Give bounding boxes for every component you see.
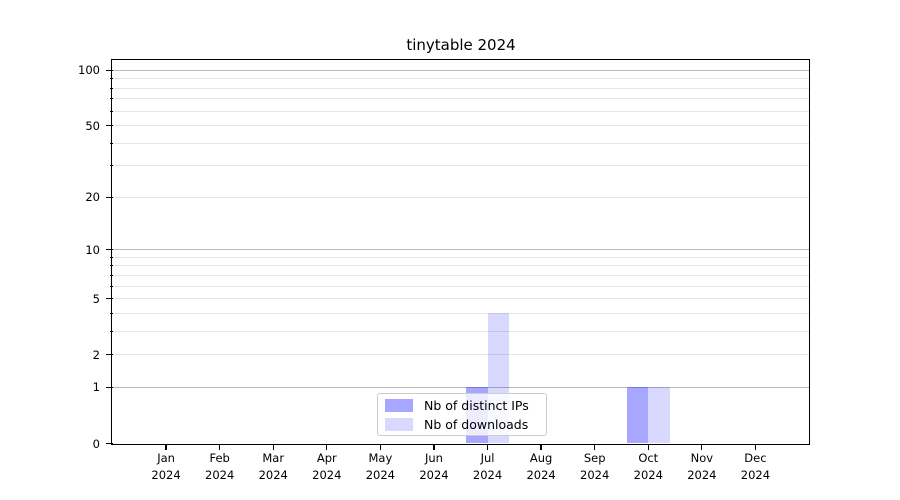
- y-tick-label-20: 20: [85, 190, 100, 205]
- x-tick-label-month-jan: Jan: [157, 451, 175, 465]
- legend-entry-downloads: Nb of downloads: [385, 417, 538, 432]
- x-tick-label-year-apr: 2024: [312, 467, 342, 482]
- y-gridline-80: [112, 87, 809, 89]
- y-tick-20: [106, 196, 113, 198]
- legend: Nb of distinct IPs Nb of downloads: [377, 393, 547, 436]
- y-tick-label-100: 100: [78, 63, 100, 78]
- y-gridline-70: [112, 98, 809, 100]
- x-tick-nov: [701, 444, 703, 450]
- y-gridline-50: [112, 125, 809, 127]
- y-gridline-5: [112, 298, 809, 300]
- legend-label-downloads: Nb of downloads: [424, 416, 529, 432]
- legend-label-distinct-ips: Nb of distinct IPs: [424, 397, 529, 413]
- y-gridline-7: [112, 274, 809, 276]
- x-tick-label-year-feb: 2024: [205, 467, 235, 482]
- y-tick-label-50: 50: [85, 118, 100, 133]
- x-tick-label-month-dec: Dec: [744, 451, 767, 465]
- y-gridline-3: [112, 330, 809, 332]
- y-tick-label-5: 5: [92, 291, 100, 306]
- y-gridline-90: [112, 78, 809, 80]
- legend-swatch-distinct-ips: [385, 398, 413, 412]
- chart-title: tinytable 2024: [406, 36, 516, 54]
- y-gridline-100: [112, 69, 809, 71]
- y-tick-label-1: 1: [92, 380, 100, 395]
- x-tick-label-month-jul: Jul: [480, 451, 495, 465]
- x-tick-feb: [219, 444, 221, 450]
- x-tick-aug: [540, 444, 542, 450]
- x-tick-label-month-mar: Mar: [262, 451, 285, 465]
- x-tick-jun: [433, 444, 435, 450]
- y-minor-tick-80: [109, 87, 113, 89]
- y-minor-tick-70: [109, 98, 113, 100]
- x-tick-label-year-jul: 2024: [472, 467, 503, 482]
- x-tick-label-month-nov: Nov: [690, 451, 714, 465]
- y-gridline-4: [112, 312, 809, 314]
- x-tick-label-month-may: May: [368, 451, 393, 465]
- x-tick-label-month-jun: Jun: [424, 451, 443, 465]
- x-tick-oct: [647, 444, 649, 450]
- y-gridline-1: [112, 386, 809, 388]
- y-minor-tick-3: [109, 330, 113, 332]
- x-tick-label-year-aug: 2024: [526, 467, 556, 482]
- x-tick-label-month-sep: Sep: [583, 451, 606, 465]
- y-gridline-60: [112, 110, 809, 112]
- bar-nb-of-downloads-oct: [648, 387, 670, 444]
- x-tick-mar: [272, 444, 274, 450]
- x-tick-may: [379, 444, 382, 450]
- legend-swatch-downloads: [385, 417, 413, 431]
- x-tick-dec: [754, 444, 757, 450]
- y-tick-2: [106, 354, 113, 356]
- y-gridline-40: [112, 142, 809, 144]
- y-minor-tick-8: [109, 265, 113, 267]
- y-gridline-8: [112, 265, 809, 267]
- y-minor-tick-6: [109, 285, 113, 287]
- y-gridline-2: [112, 354, 809, 356]
- x-tick-label-year-dec: 2024: [740, 467, 771, 482]
- y-tick-10: [106, 248, 113, 251]
- x-tick-label-month-oct: Oct: [638, 451, 659, 465]
- x-tick-label-year-oct: 2024: [633, 467, 663, 482]
- x-tick-label-year-may: 2024: [365, 467, 396, 482]
- y-tick-1: [106, 386, 113, 389]
- y-tick-5: [106, 297, 113, 300]
- y-tick-label-0: 0: [92, 436, 100, 451]
- y-minor-tick-40: [109, 142, 113, 144]
- x-tick-sep: [594, 444, 596, 450]
- y-minor-tick-30: [109, 165, 113, 167]
- y-minor-tick-4: [109, 312, 113, 314]
- y-minor-tick-9: [109, 256, 113, 258]
- bar-nb-of-distinct-ips-oct: [626, 387, 649, 444]
- x-tick-label-year-mar: 2024: [258, 467, 288, 482]
- y-tick-label-10: 10: [85, 242, 100, 257]
- y-tick-50: [106, 124, 113, 127]
- y-tick-0: [106, 442, 113, 445]
- x-tick-jan: [165, 444, 167, 450]
- x-tick-label-month-apr: Apr: [316, 451, 337, 465]
- legend-entry-distinct-ips: Nb of distinct IPs: [385, 398, 538, 413]
- y-gridline-30: [112, 165, 809, 167]
- x-tick-label-year-sep: 2024: [580, 467, 610, 482]
- y-gridline-6: [112, 285, 809, 287]
- y-minor-tick-7: [109, 274, 113, 276]
- y-gridline-20: [112, 196, 809, 198]
- y-minor-tick-90: [109, 78, 113, 80]
- x-tick-label-year-jan: 2024: [151, 467, 181, 482]
- y-gridline-9: [112, 256, 809, 258]
- y-tick-label-2: 2: [92, 347, 100, 362]
- y-gridline-10: [112, 249, 809, 251]
- x-tick-label-month-feb: Feb: [209, 451, 230, 465]
- y-minor-tick-60: [109, 110, 113, 112]
- x-tick-jul: [486, 444, 489, 450]
- x-tick-label-month-aug: Aug: [529, 451, 553, 465]
- x-tick-label-year-jun: 2024: [419, 467, 449, 482]
- y-tick-100: [106, 69, 113, 71]
- x-tick-apr: [326, 444, 328, 450]
- x-tick-label-year-nov: 2024: [687, 467, 717, 482]
